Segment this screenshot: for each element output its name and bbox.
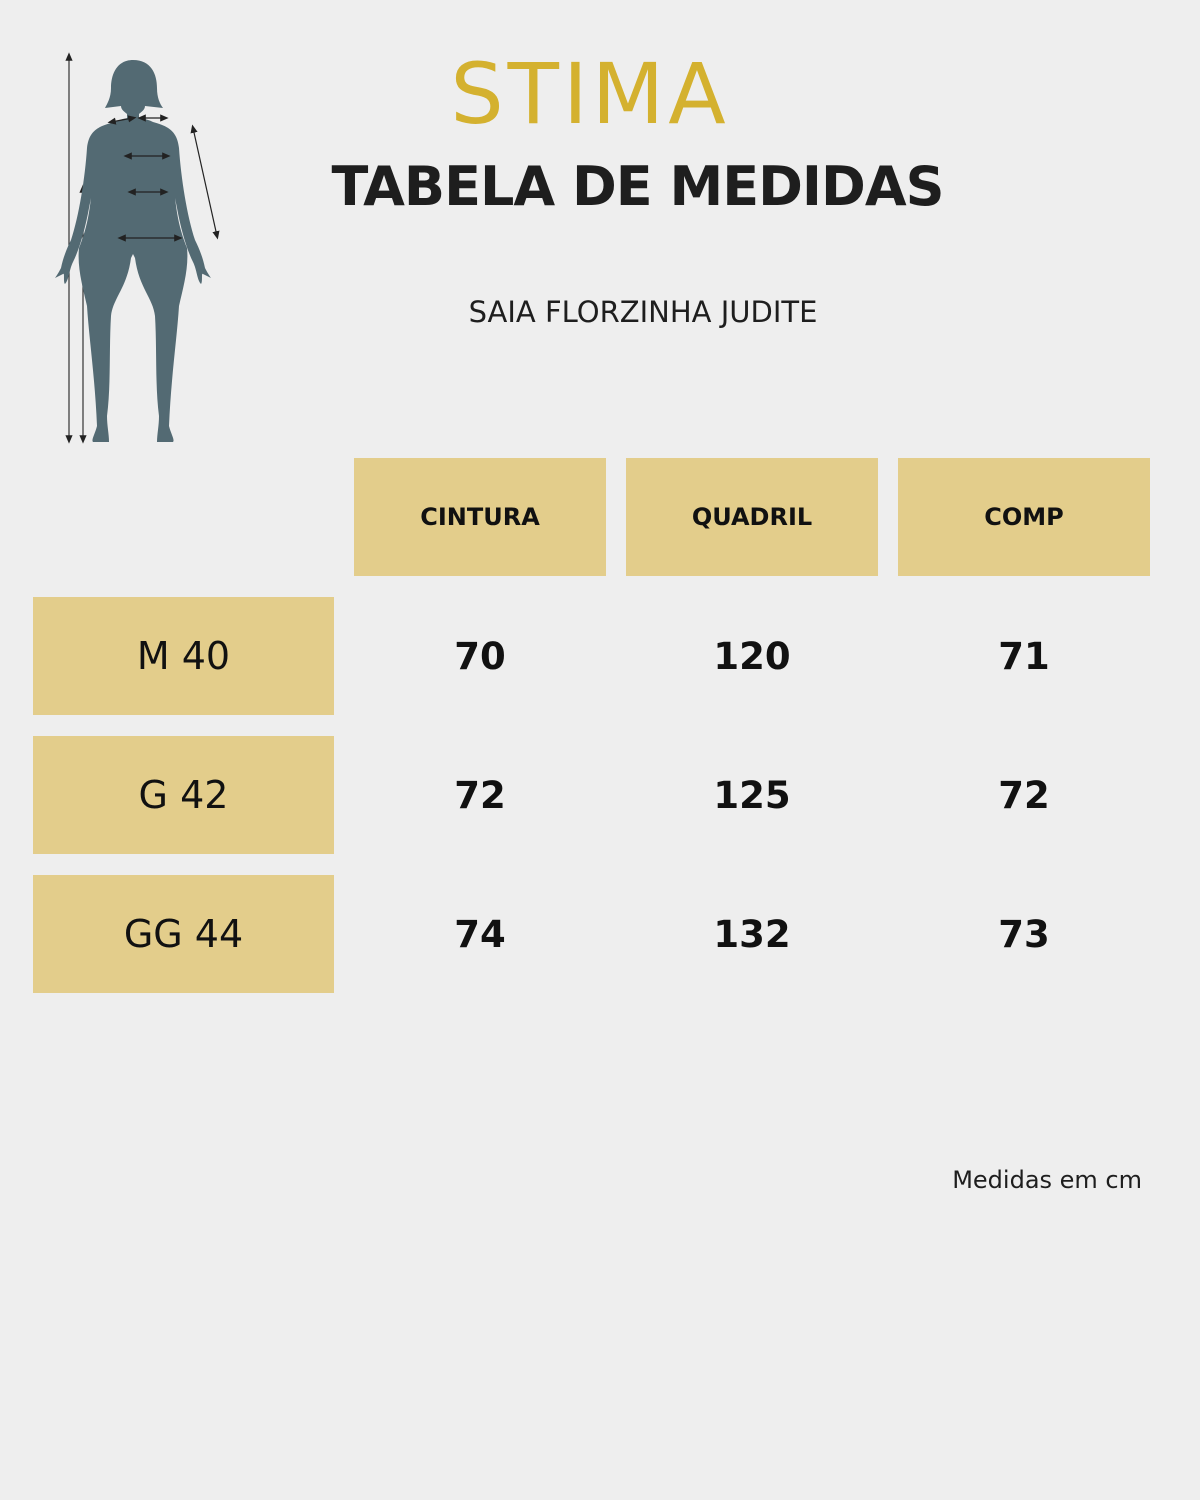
page-title: TABELA DE MEDIDAS	[331, 155, 944, 218]
column-header-cintura: CINTURA	[354, 458, 606, 576]
table-cell: 73	[998, 912, 1050, 956]
body-measurement-figure	[55, 52, 220, 444]
column-header-quadril: QUADRIL	[626, 458, 878, 576]
arm-line	[190, 124, 220, 240]
brand-logo: STIMA	[450, 45, 730, 143]
column-header-comp: COMP	[898, 458, 1150, 576]
woman-silhouette	[55, 60, 211, 442]
table-cell: 132	[713, 912, 791, 956]
table-cell: 72	[998, 773, 1050, 817]
product-name: SAIA FLORZINHA JUDITE	[468, 295, 818, 329]
size-label-gg44: GG 44	[33, 875, 334, 993]
size-label-g42: G 42	[33, 736, 334, 854]
table-cell: 120	[713, 634, 791, 678]
table-cell: 74	[454, 912, 506, 956]
table-cell: 125	[713, 773, 791, 817]
table-cell: 72	[454, 773, 506, 817]
shoulder-line	[107, 115, 137, 125]
units-note: Medidas em cm	[952, 1166, 1142, 1194]
table-cell: 71	[998, 634, 1050, 678]
size-label-m40: M 40	[33, 597, 334, 715]
table-cell: 70	[454, 634, 506, 678]
